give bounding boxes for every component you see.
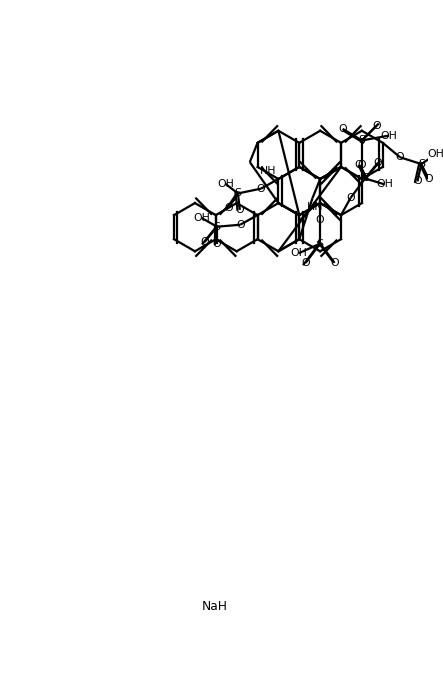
- Text: O: O: [358, 160, 366, 169]
- Text: NaH: NaH: [202, 600, 227, 613]
- Text: O: O: [330, 258, 339, 268]
- Text: O: O: [373, 158, 382, 168]
- Text: O: O: [338, 124, 347, 134]
- Text: S: S: [317, 238, 324, 248]
- Text: O: O: [413, 177, 422, 186]
- Text: NH: NH: [260, 166, 276, 176]
- Text: O: O: [213, 239, 222, 249]
- Text: S: S: [214, 221, 221, 232]
- Text: O: O: [346, 193, 355, 203]
- Text: S: S: [418, 159, 425, 169]
- Text: OH: OH: [376, 179, 393, 190]
- Text: O: O: [224, 203, 233, 213]
- Text: S: S: [358, 135, 365, 146]
- Text: O: O: [316, 215, 324, 225]
- Text: O: O: [425, 175, 433, 184]
- Text: S: S: [361, 173, 369, 183]
- Text: O: O: [354, 160, 363, 170]
- Text: O: O: [200, 237, 209, 247]
- Text: O: O: [396, 152, 404, 162]
- Text: OH: OH: [193, 213, 210, 223]
- Text: O: O: [236, 220, 245, 230]
- Text: OH: OH: [427, 150, 443, 159]
- Text: O: O: [257, 183, 265, 194]
- Text: O: O: [236, 205, 244, 215]
- Text: O: O: [372, 121, 381, 131]
- Text: OH: OH: [291, 248, 307, 258]
- Text: S: S: [234, 188, 241, 198]
- Text: OH: OH: [217, 179, 234, 189]
- Text: O: O: [301, 258, 310, 268]
- Text: HN: HN: [307, 202, 323, 212]
- Text: OH: OH: [381, 131, 397, 141]
